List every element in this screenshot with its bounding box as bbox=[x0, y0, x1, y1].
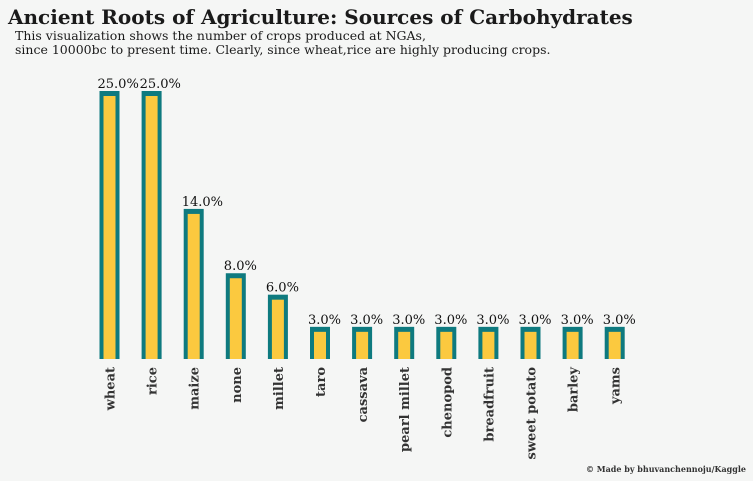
data-label: 3.0% bbox=[476, 313, 509, 328]
chart-subtitle: This visualization shows the number of c… bbox=[15, 28, 551, 57]
data-label: 14.0% bbox=[182, 195, 223, 210]
bar-taro bbox=[314, 331, 326, 359]
bar-chenopod bbox=[440, 331, 453, 359]
x-tick-label: yams bbox=[609, 367, 624, 405]
bar-millet bbox=[271, 299, 284, 359]
bar-wheat bbox=[103, 96, 116, 359]
bar-barley bbox=[566, 331, 579, 359]
bar-cassava bbox=[356, 331, 369, 359]
data-label: 3.0% bbox=[603, 313, 636, 328]
bar-breadfruit bbox=[482, 331, 495, 359]
x-tick-label: breadfruit bbox=[482, 367, 497, 442]
x-tick-label: cassava bbox=[356, 366, 371, 422]
bar-rice bbox=[145, 96, 158, 359]
bar-sweet-potato bbox=[524, 331, 537, 359]
data-label: 3.0% bbox=[519, 313, 552, 328]
x-tick-label: maize bbox=[188, 367, 203, 410]
data-label: 3.0% bbox=[561, 313, 594, 328]
credit-text: © Made by bhuvanchennoju/Kaggle bbox=[585, 464, 746, 474]
bar-none bbox=[229, 278, 242, 359]
x-tick-label: pearl millet bbox=[398, 367, 413, 452]
x-tick-label: barley bbox=[567, 367, 582, 413]
data-label: 3.0% bbox=[350, 313, 383, 328]
x-tick-label: rice bbox=[146, 367, 161, 395]
x-tick-label: none bbox=[230, 367, 245, 403]
bar-pearl-millet bbox=[398, 331, 411, 359]
data-label: 3.0% bbox=[308, 313, 341, 328]
x-tick-label: sweet potato bbox=[525, 367, 540, 460]
data-label: 3.0% bbox=[434, 313, 467, 328]
data-label: 25.0% bbox=[140, 77, 181, 92]
x-tick-label: millet bbox=[272, 367, 287, 410]
data-label: 3.0% bbox=[392, 313, 425, 328]
bar-yams bbox=[608, 331, 621, 359]
data-label: 6.0% bbox=[266, 281, 299, 296]
x-tick-label: chenopod bbox=[440, 367, 455, 438]
data-label: 25.0% bbox=[98, 77, 139, 92]
x-tick-label: wheat bbox=[104, 367, 119, 411]
bar-maize bbox=[187, 213, 200, 359]
x-tick-label: taro bbox=[314, 367, 329, 397]
data-label: 8.0% bbox=[224, 259, 257, 274]
chart-title: Ancient Roots of Agriculture: Sources of… bbox=[8, 5, 633, 29]
